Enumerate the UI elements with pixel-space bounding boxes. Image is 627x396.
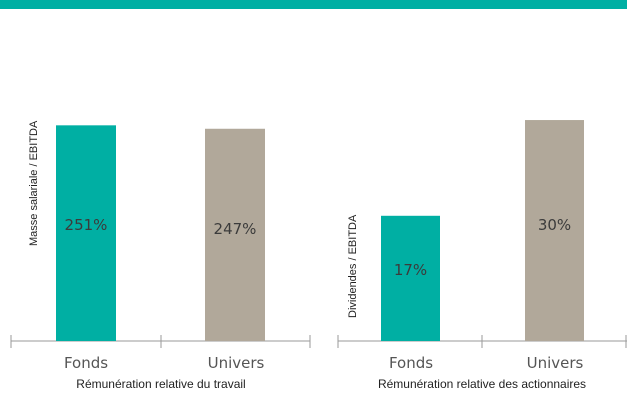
category-label-univers-shareholders: Univers xyxy=(527,354,584,372)
ylabel-shareholders: Dividendes / EBITDA xyxy=(347,214,359,318)
header-band xyxy=(0,0,627,9)
value-label-fonds-shareholders: 17% xyxy=(394,261,427,279)
value-label-univers-shareholders: 30% xyxy=(538,216,571,234)
value-label-fonds-labor: 251% xyxy=(65,216,108,234)
chart-shareholders: Dividendes / EBITDA 17% 30% Fonds Univer… xyxy=(337,120,627,391)
bar-univers-labor xyxy=(205,128,265,341)
bar-fonds-shareholders xyxy=(381,215,440,341)
value-label-univers-labor: 247% xyxy=(214,220,257,238)
category-label-univers-labor: Univers xyxy=(208,354,265,372)
xlabel-labor: Rémunération relative du travail xyxy=(76,377,245,391)
category-label-fonds-labor: Fonds xyxy=(64,354,108,372)
bar-univers-shareholders xyxy=(525,120,584,341)
category-label-fonds-shareholders: Fonds xyxy=(389,354,433,372)
ylabel-labor: Masse salariale / EBITDA xyxy=(28,120,40,246)
bar-fonds-labor xyxy=(56,125,116,341)
xlabel-shareholders: Rémunération relative des actionnaires xyxy=(378,377,586,391)
chart-labor: Masse salariale / EBITDA 251% 247% Fonds… xyxy=(10,120,311,391)
